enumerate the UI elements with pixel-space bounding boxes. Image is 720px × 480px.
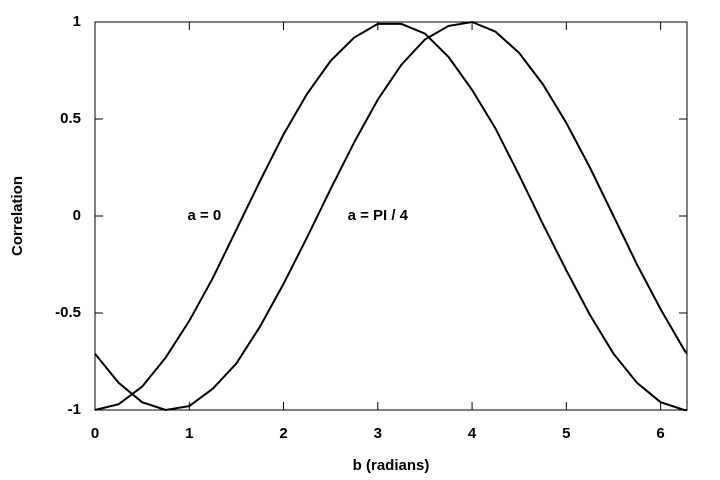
series-label: a = 0 <box>187 207 221 224</box>
y-tick-label: 1 <box>73 13 81 30</box>
x-tick-label: 3 <box>374 425 382 442</box>
y-tick-label: 0.5 <box>60 110 81 127</box>
x-tick-label: 6 <box>656 425 664 442</box>
y-tick-label: 0 <box>73 207 81 224</box>
x-tick-label: 1 <box>185 425 193 442</box>
y-axis-label: Correlation <box>9 176 26 256</box>
x-tick-label: 5 <box>562 425 570 442</box>
series-label: a = PI / 4 <box>348 207 409 224</box>
x-tick-label: 2 <box>279 425 287 442</box>
x-tick-label: 0 <box>91 425 99 442</box>
y-tick-label: -0.5 <box>55 304 81 321</box>
series-line <box>94 22 687 411</box>
x-axis-label: b (radians) <box>353 457 430 474</box>
series-line <box>94 20 688 412</box>
x-tick-label: 4 <box>468 425 477 442</box>
y-tick-label: -1 <box>68 401 81 418</box>
